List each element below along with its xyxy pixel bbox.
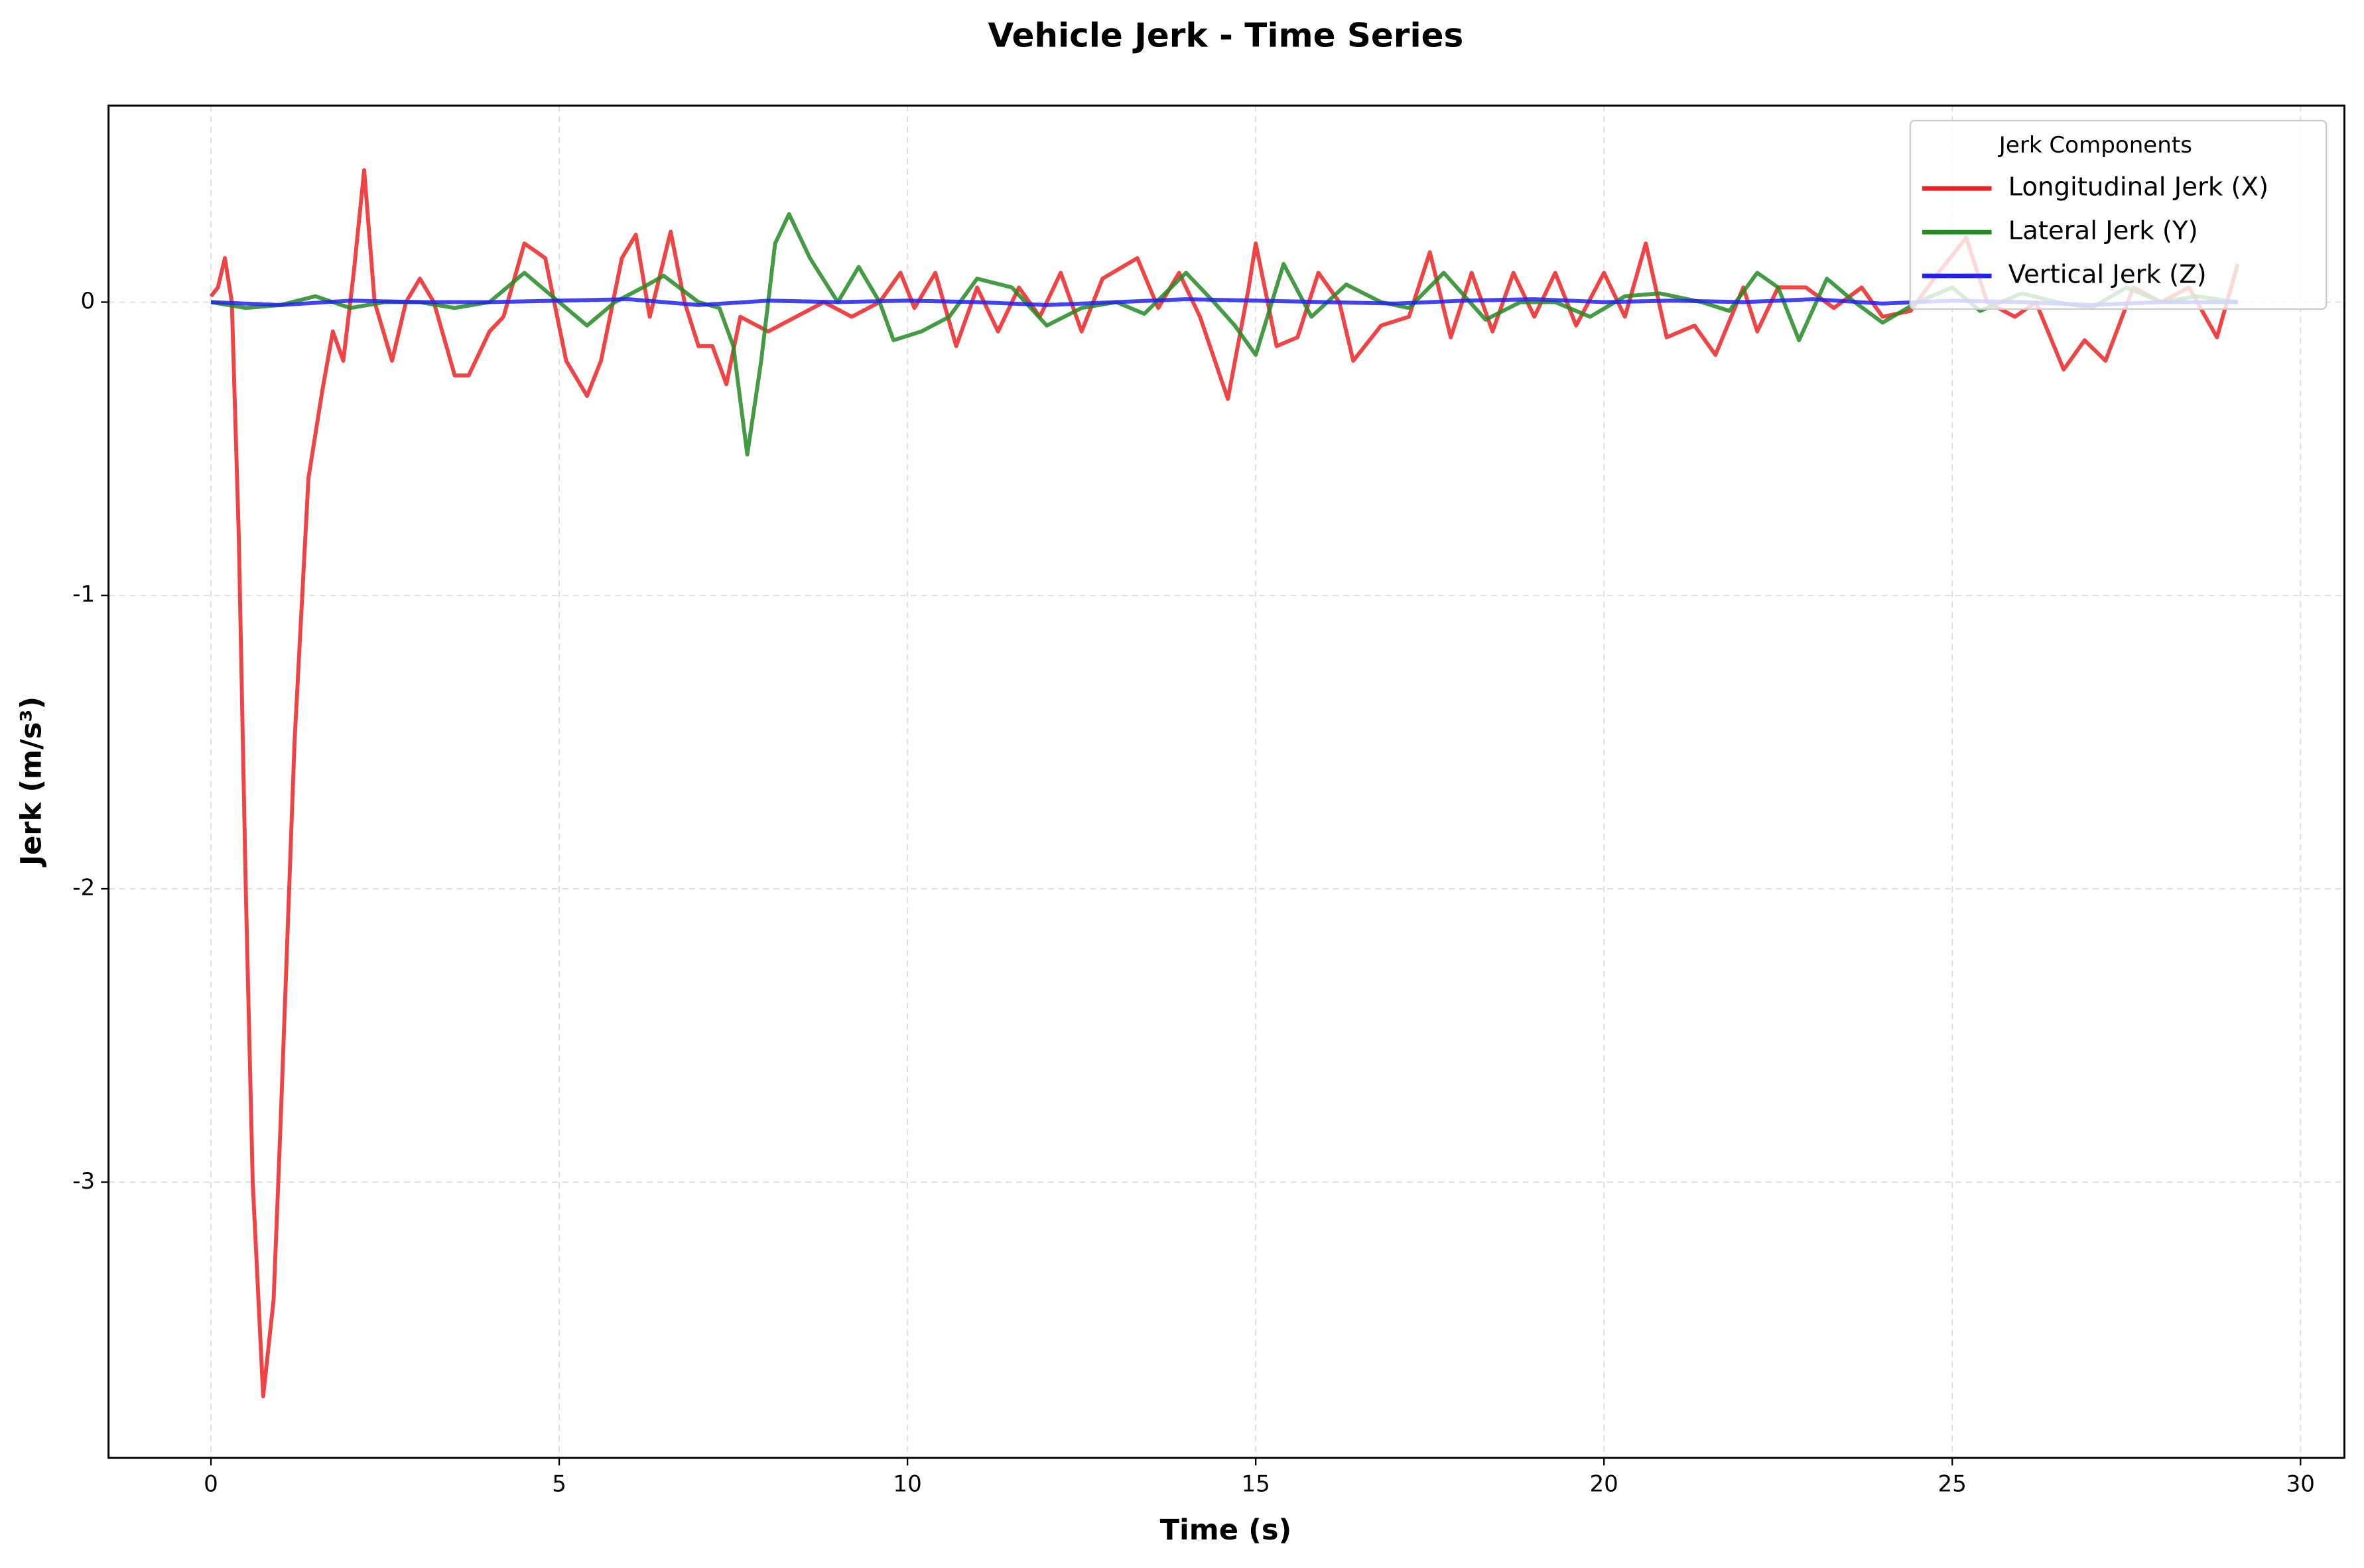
x-tick-label: 20 <box>1590 1470 1618 1497</box>
y-tick-label: -1 <box>72 581 95 608</box>
x-axis-label: Time (s) <box>1160 1514 1292 1547</box>
legend: Jerk Components Longitudinal Jerk (X) Late… <box>1909 119 2328 310</box>
y-tick-label: -3 <box>72 1168 95 1195</box>
x-tick-label: 25 <box>1938 1470 1967 1497</box>
legend-box <box>1909 119 2328 310</box>
series-line <box>209 168 2240 1399</box>
y-axis-label: Jerk (m/s³) <box>15 696 48 868</box>
legend-label: Longitudinal Jerk (X) <box>2008 172 2269 202</box>
series-line <box>210 212 2239 457</box>
legend-label: Vertical Jerk (Z) <box>2008 260 2207 290</box>
legend-label: Lateral Jerk (Y) <box>2008 216 2198 246</box>
y-tick-label: 0 <box>81 288 96 314</box>
chart-title: Vehicle Jerk - Time Series <box>988 16 1464 54</box>
plot-lines <box>209 168 2240 1399</box>
x-tick-label: 30 <box>2286 1470 2315 1497</box>
x-tick-label: 5 <box>552 1470 566 1497</box>
plot-frame <box>107 104 2345 1459</box>
ticks: 0 5 10 15 20 25 30 -3 -2 -1 0 <box>72 288 2315 1497</box>
y-tick-label: -2 <box>72 875 95 901</box>
legend-title: Jerk Components <box>1998 132 2192 159</box>
x-tick-label: 10 <box>893 1470 921 1497</box>
x-tick-label: 0 <box>204 1470 218 1497</box>
grid <box>108 105 2345 1459</box>
series-line <box>210 297 2238 307</box>
x-tick-label: 15 <box>1241 1470 1270 1497</box>
